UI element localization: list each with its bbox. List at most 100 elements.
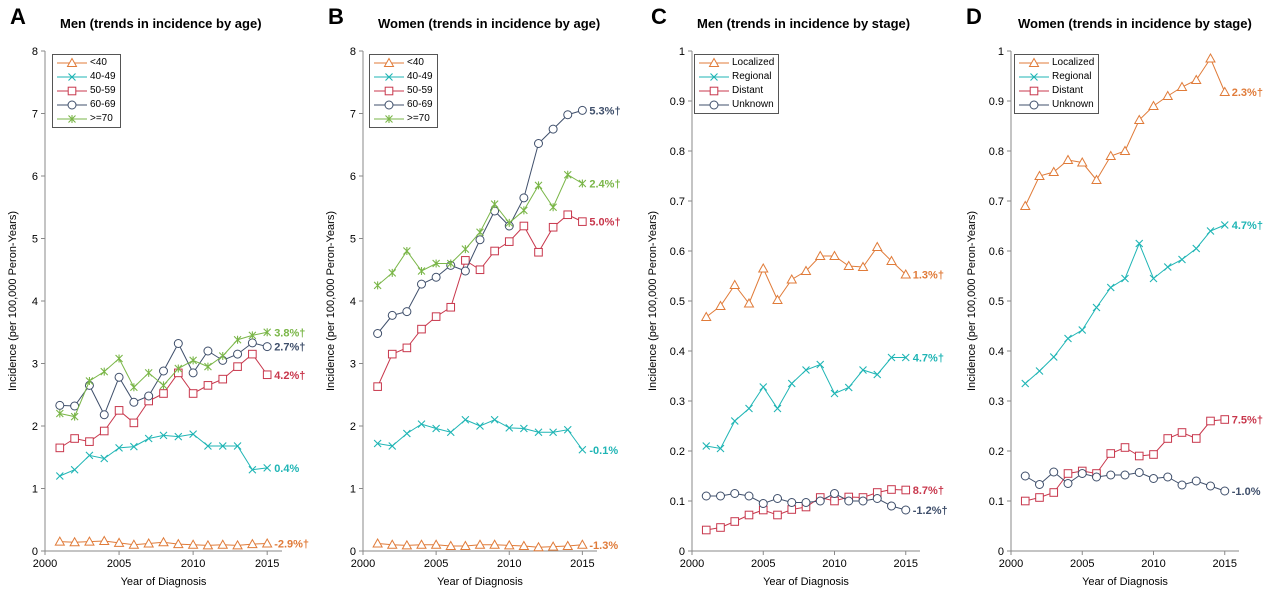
data-point xyxy=(830,489,839,498)
data-point xyxy=(159,366,168,376)
series-50-59: 5.0%† xyxy=(373,210,621,391)
x-tick-label: 2005 xyxy=(1070,558,1094,570)
data-point xyxy=(99,426,109,436)
legend-swatch xyxy=(57,86,87,96)
legend-marker xyxy=(1029,100,1039,110)
data-point xyxy=(503,539,515,550)
series--40: -2.9%† xyxy=(54,535,309,551)
data-point xyxy=(715,300,726,310)
panel-a: 0 1 2 3 4 5 6 7 8 2000 2005 2010 2015 -2.9%† 0.4% 4.2%†… xyxy=(0,0,318,591)
data-point xyxy=(563,210,573,220)
data-point xyxy=(859,366,867,374)
legend-marker xyxy=(384,100,394,110)
data-point xyxy=(204,362,212,371)
data-point xyxy=(533,541,544,552)
legend-item: Regional xyxy=(1018,70,1094,84)
legend-item: 60-69 xyxy=(373,98,433,112)
data-point xyxy=(563,170,572,179)
series-end-label: 8.7%† xyxy=(913,485,944,497)
series--40: -1.3% xyxy=(372,537,618,552)
data-point xyxy=(900,268,912,279)
data-point xyxy=(402,307,412,317)
legend-item: 50-59 xyxy=(373,84,433,98)
data-point xyxy=(129,383,138,392)
y-tick-label: 0.6 xyxy=(989,246,1004,258)
data-point xyxy=(1034,170,1045,180)
data-point xyxy=(416,539,427,549)
legend-swatch xyxy=(374,115,404,123)
data-point xyxy=(233,362,242,371)
plot-area: 0 0.1 0.2 0.3 0.4 0.5 0.6 0.7 0.8 0.9 1 2000 2005 201… xyxy=(989,46,1263,570)
data-point xyxy=(172,538,184,549)
data-point xyxy=(69,536,80,547)
series-end-label: -1.2%† xyxy=(913,505,948,517)
data-point xyxy=(1206,481,1215,491)
series-end-label: -0.1% xyxy=(589,445,618,457)
series-line xyxy=(706,357,906,450)
data-point xyxy=(388,442,397,450)
y-axis-label: Incidence (per 100,000 Peron-Years) xyxy=(966,211,978,391)
data-point xyxy=(1049,353,1058,361)
data-point xyxy=(128,539,140,549)
data-point xyxy=(548,222,558,232)
data-point xyxy=(701,491,711,501)
data-point xyxy=(562,540,574,550)
panel-b: 0 1 2 3 4 5 6 7 8 2000 2005 2010 2015 -1.3% -0.1% 5.0%†… xyxy=(318,0,636,591)
data-point xyxy=(1019,200,1031,210)
data-point xyxy=(887,353,896,362)
legend-marker xyxy=(68,115,76,123)
panel-title: Women (trends in incidence by stage) xyxy=(1018,16,1252,31)
x-tick-label: 2010 xyxy=(181,558,205,570)
data-point xyxy=(1177,480,1187,490)
data-point xyxy=(248,465,257,474)
data-point xyxy=(100,454,109,463)
series-60-69: 2.7%† xyxy=(55,338,305,420)
data-point xyxy=(85,451,94,460)
legend-item: 40-49 xyxy=(373,70,433,84)
data-point xyxy=(204,442,212,450)
data-point xyxy=(248,349,257,359)
legend-label: <40 xyxy=(407,57,424,68)
y-tick-label: 0 xyxy=(998,546,1004,558)
data-point xyxy=(548,124,558,134)
data-point xyxy=(814,250,826,260)
data-point xyxy=(1020,496,1030,506)
data-point xyxy=(730,417,739,425)
y-tick-label: 0.6 xyxy=(670,246,685,258)
legend-marker xyxy=(1028,57,1040,67)
data-point xyxy=(857,261,869,271)
legend-item: 40-49 xyxy=(56,70,116,84)
data-point xyxy=(100,367,109,376)
data-point xyxy=(1220,486,1230,496)
data-point xyxy=(1192,244,1201,253)
data-point xyxy=(815,496,825,506)
panel-c: 0 0.1 0.2 0.3 0.4 0.5 0.6 0.7 0.8 0.9 1 2000 2005 201… xyxy=(637,0,955,591)
x-tick-label: 2005 xyxy=(751,558,775,570)
data-point xyxy=(1190,74,1202,84)
data-point xyxy=(702,442,711,450)
data-point xyxy=(143,537,155,548)
data-point xyxy=(1149,274,1158,283)
data-point xyxy=(1163,472,1173,482)
data-point xyxy=(843,260,855,270)
legend-swatch xyxy=(699,86,729,96)
legend-item: Localized xyxy=(698,56,774,70)
data-point xyxy=(534,181,543,190)
data-point xyxy=(830,389,839,398)
data-point xyxy=(701,525,711,535)
y-tick-label: 0.1 xyxy=(989,496,1004,508)
data-point xyxy=(129,442,138,451)
data-point xyxy=(786,273,798,284)
data-point xyxy=(1021,379,1030,388)
data-point xyxy=(844,496,854,506)
legend-swatch xyxy=(1019,86,1049,96)
data-point xyxy=(202,539,214,550)
y-tick-label: 6 xyxy=(350,171,356,183)
data-point xyxy=(519,221,529,231)
data-point xyxy=(1191,434,1201,443)
series--70: 2.4%† xyxy=(373,170,621,290)
series-localized: 1.3%† xyxy=(700,241,944,321)
x-tick-label: 2005 xyxy=(107,558,131,570)
data-point xyxy=(174,364,183,373)
